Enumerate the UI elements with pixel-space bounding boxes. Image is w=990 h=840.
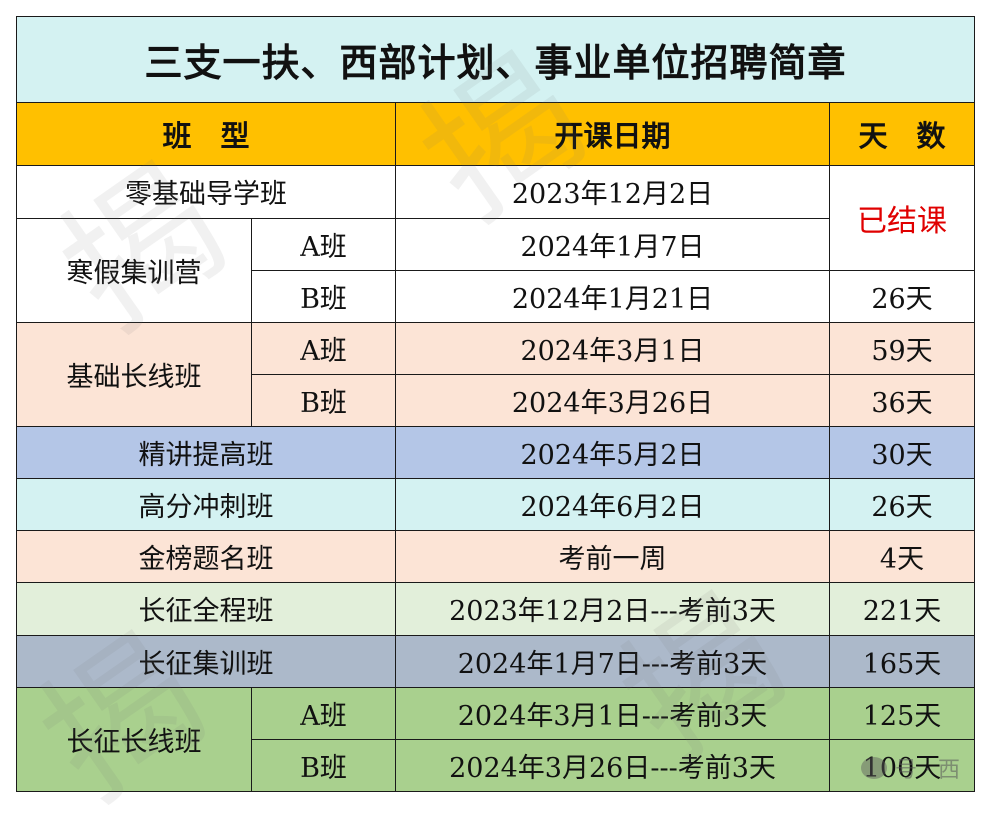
page-title: 三支一扶、西部计划、事业单位招聘简章 (15, 15, 976, 104)
table-row: 长征长线班 A班 2024年3月1日---考前3天 125天 (16, 686, 976, 793)
start-date: 2024年3月1日---考前3天 (395, 686, 830, 740)
sub-class-label: A班 (251, 686, 396, 740)
start-date: 2024年3月26日 (395, 373, 830, 428)
start-date: 2024年1月7日 (395, 217, 830, 271)
day-count: 125天 (828, 686, 976, 740)
status-completed: 已结课 (828, 165, 976, 271)
table-row: 长征全程班 2023年12月2日---考前3天 221天 (16, 582, 976, 636)
header-days: 天 数 (828, 102, 976, 167)
class-name: 金榜题名班 (16, 530, 396, 584)
class-group-name: 基础长线班 (16, 321, 252, 428)
table-row: 精讲提高班 2024年5月2日 30天 (16, 425, 976, 480)
table-row: B班 2024年3月26日 36天 (17, 373, 976, 428)
day-count: 36天 (828, 373, 976, 428)
start-date: 2023年12月2日---考前3天 (395, 582, 830, 636)
start-date: 2024年5月2日 (395, 425, 830, 480)
start-date: 2024年6月2日 (395, 478, 830, 532)
account-watermark: 号 · 西 (861, 752, 960, 784)
start-date: 2024年1月7日---考前3天 (395, 634, 830, 688)
day-count: 26天 (828, 269, 976, 323)
table-row: B班 2024年3月26日---考前3天 100天 (17, 738, 976, 793)
class-group-name: 长征长线班 (16, 686, 252, 793)
day-count: 165天 (828, 634, 976, 688)
start-date: 2024年3月1日 (395, 321, 830, 375)
table-row: B班 2024年1月21日 26天 (17, 269, 976, 323)
table-row: 寒假集训营 A班 2024年1月7日 (16, 217, 975, 323)
table-row: 零基础导学班 2023年12月2日 已结课 (16, 165, 976, 271)
sub-class-label: A班 (251, 321, 396, 375)
schedule-table-container: 三支一扶、西部计划、事业单位招聘简章 班 型 开课日期 天 数 零基础导学班 2… (15, 15, 976, 793)
course-schedule-table: 三支一扶、西部计划、事业单位招聘简章 班 型 开课日期 天 数 零基础导学班 2… (15, 15, 976, 793)
day-count: 221天 (828, 582, 976, 636)
header-row: 班 型 开课日期 天 数 (16, 102, 976, 167)
class-group-name: 寒假集训营 (16, 217, 252, 323)
account-watermark-text: 号 · 西 (895, 758, 960, 783)
class-name: 零基础导学班 (16, 165, 396, 219)
start-date: 考前一周 (395, 530, 830, 584)
header-class-type: 班 型 (16, 102, 396, 167)
table-row: 基础长线班 A班 2024年3月1日 59天 (16, 321, 976, 428)
sub-class-label: B班 (251, 373, 396, 428)
day-count: 59天 (828, 321, 976, 375)
day-count: 100天 (828, 738, 976, 793)
day-count: 26天 (828, 478, 976, 532)
class-name: 高分冲刺班 (16, 478, 396, 532)
start-date: 2024年3月26日---考前3天 (395, 738, 830, 793)
wechat-icon (861, 757, 888, 779)
sub-class-label: B班 (251, 738, 396, 793)
class-name: 长征集训班 (16, 634, 396, 688)
title-row: 三支一扶、西部计划、事业单位招聘简章 (15, 15, 976, 104)
sub-class-label: A班 (251, 217, 396, 271)
start-date: 2024年1月21日 (395, 269, 830, 323)
table-row: 金榜题名班 考前一周 4天 (16, 530, 976, 584)
start-date: 2023年12月2日 (395, 165, 830, 219)
day-count: 30天 (828, 425, 976, 480)
table-row: 长征集训班 2024年1月7日---考前3天 165天 (16, 634, 976, 688)
table-row: 高分冲刺班 2024年6月2日 26天 (16, 478, 976, 532)
class-name: 长征全程班 (16, 582, 396, 636)
class-name: 精讲提高班 (16, 425, 396, 480)
header-start-date: 开课日期 (395, 102, 830, 167)
day-count: 4天 (828, 530, 976, 584)
sub-class-label: B班 (251, 269, 396, 323)
